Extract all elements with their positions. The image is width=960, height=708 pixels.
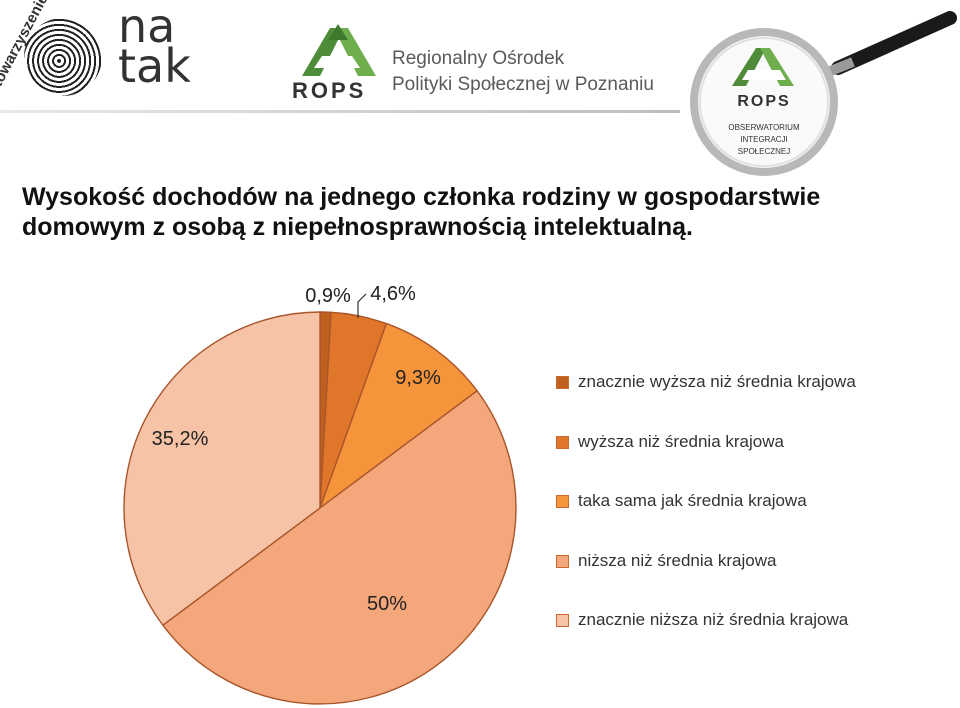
rops-full-name: Regionalny Ośrodek Polityki Społecznej w… xyxy=(392,46,654,98)
natak-wordmark: na tak xyxy=(118,0,191,93)
legend-swatch xyxy=(556,435,569,449)
rops-name-line2: Polityki Społecznej w Poznaniu xyxy=(392,74,654,95)
observatory-line1: OBSERWATORIUM xyxy=(728,123,800,132)
fingerprint-icon xyxy=(24,18,102,96)
pie-slice xyxy=(318,322,479,510)
chart-title-line2: domowym z osobą z niepełnosprawnością in… xyxy=(22,213,693,241)
rops-name-line1: Regionalny Ośrodek xyxy=(392,48,565,69)
chart-title-line1: Wysokość dochodów na jednego członka rod… xyxy=(22,183,821,211)
pie-data-labels: 0,9% 4,6% 9,3% 50% 35,2% xyxy=(152,283,441,615)
legend-label: wyższa niż średnia krajowa xyxy=(578,431,784,451)
natak-word-na: na xyxy=(118,0,176,53)
leader-line xyxy=(357,293,367,318)
legend-swatch xyxy=(556,554,569,568)
observatory-line3: SPOŁECZNEJ xyxy=(738,147,790,156)
rops-logo-icon xyxy=(302,24,376,76)
chart-title: Wysokość dochodów na jednego członka rod… xyxy=(22,182,922,242)
header-divider xyxy=(0,110,680,113)
pie-slice xyxy=(123,311,321,627)
natak-logo: stowarzyszenie na tak xyxy=(0,0,206,104)
pie-data-label: 0,9% xyxy=(305,285,351,307)
pie-chart: 0,9% 4,6% 9,3% 50% 35,2% xyxy=(123,283,517,705)
header: stowarzyszenie na tak ROPS Regionalny Oś… xyxy=(0,0,960,180)
legend-label: znacznie wyższa niż średnia krajowa xyxy=(578,372,856,391)
legend-label: taka sama jak średnia krajowa xyxy=(578,491,807,510)
pie-data-label: 9,3% xyxy=(395,367,441,389)
pie-data-label: 4,6% xyxy=(370,283,416,305)
pie-slices xyxy=(123,311,517,705)
magnifier-logo-icon: ROPS OBSERWATORIUM INTEGRACJI SPOŁECZNEJ xyxy=(690,11,957,176)
rops-wordmark: ROPS xyxy=(292,78,367,103)
legend-label: znacznie niższa niż średnia krajowa xyxy=(578,610,849,629)
observatory-rops-mark: ROPS xyxy=(737,93,790,110)
pie-data-label: 35,2% xyxy=(152,428,209,450)
legend-swatch xyxy=(556,614,569,627)
legend-swatch xyxy=(556,376,569,389)
observatory-line2: INTEGRACJI xyxy=(740,135,788,144)
pie-slice xyxy=(161,389,517,705)
legend-label: niższa niż średnia krajowa xyxy=(578,550,777,570)
natak-word-tak: tak xyxy=(118,39,191,93)
pie-data-label: 50% xyxy=(367,593,407,615)
legend-swatch xyxy=(556,495,569,508)
